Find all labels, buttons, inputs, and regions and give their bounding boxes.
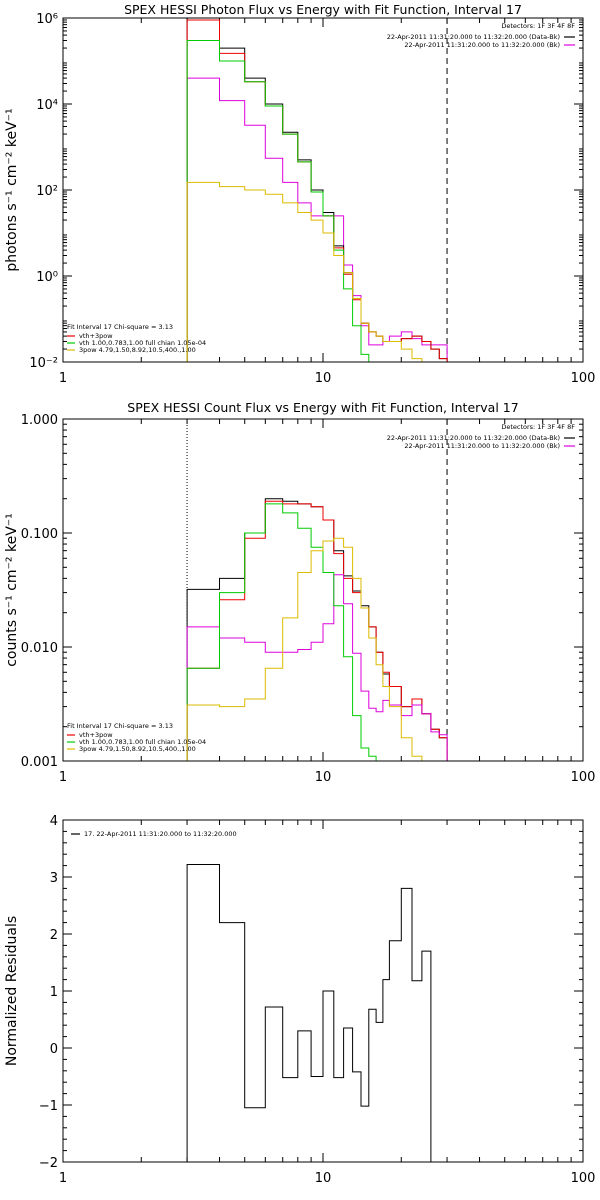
y-tick-label: 3 [50, 871, 58, 886]
y-tick-label: −2 [39, 1156, 58, 1171]
legend-header: Detectors: 1F 3F 4F 8F [501, 423, 575, 431]
legend-header: Detectors: 1F 3F 4F 8F [501, 22, 575, 30]
x-tick-label: 100 [571, 770, 596, 785]
fit-legend-label: vth+3pow [79, 332, 113, 340]
plot-frame [62, 17, 584, 363]
chart-title: SPEX HESSI Count Flux vs Energy with Fit… [127, 400, 518, 415]
fit-legend-header: Fit Interval 17 Chi-square = 3.13 [67, 323, 173, 331]
series-line-5 [186, 181, 432, 362]
y-tick-label: 2 [50, 928, 58, 943]
y-tick-label: 0.100 [21, 527, 58, 542]
y-tick-label: 1 [50, 985, 58, 1000]
x-tick-label: 100 [571, 371, 596, 386]
y-tick-label: 4 [50, 814, 58, 829]
y-tick-label: −1 [39, 1099, 58, 1114]
y-tick-label: 10⁶ [36, 12, 58, 27]
y-tick-label: 10⁰ [36, 270, 58, 285]
series-group [186, 498, 448, 761]
series-line-3 [186, 574, 448, 761]
series-line-1 [186, 864, 432, 1162]
x-tick-label: 1 [59, 371, 67, 386]
plot-frame [62, 819, 584, 1163]
series-line-4 [186, 503, 384, 761]
legend-label: 22-Apr-2011 11:31:20.000 to 11:32:20.000… [404, 442, 560, 450]
series-line-3 [186, 19, 448, 362]
fit-legend-label: 3pow 4.79,1.50,8.92,10.5,400.,1.00 [79, 745, 196, 753]
legend-label: 22-Apr-2011 11:31:20.000 to 11:32:20.000… [404, 41, 560, 49]
x-tick-label: 100 [571, 1171, 596, 1186]
series-line-2 [186, 500, 448, 761]
fit-legend-label: vth 1.00,0.783,1.00 full chian 1.05e-04 [79, 738, 206, 746]
y-tick-label: 0 [50, 1042, 58, 1057]
series-line-1 [186, 498, 448, 761]
series-group [186, 18, 448, 362]
x-tick-label: 10 [315, 770, 332, 785]
y-tick-label: 10⁴ [36, 98, 58, 113]
y-axis-label: photons s⁻¹ cm⁻² keV⁻¹ [4, 108, 20, 271]
x-tick-label: 10 [315, 371, 332, 386]
chart-panel-1: 10⁻² 10⁰ 10² 10⁴ 10⁶ 1 10 100 SPEX HESSI Photon … [4, 2, 595, 386]
plot-frame [62, 418, 584, 762]
chart-panel-2: 0.001 0.010 0.100 1.000 1 10 100 SPEX HESSI Cou… [4, 400, 595, 785]
series-line-1 [186, 77, 448, 362]
x-tick-label: 1 [59, 1171, 67, 1186]
legend-label: 22-Apr-2011 11:31:20.000 to 11:32:20.000… [387, 434, 560, 442]
fit-legend-label: vth 1.00,0.783,1.00 full chian 1.05e-04 [79, 339, 206, 347]
x-tick-label: 1 [59, 770, 67, 785]
y-axis-label: Normalized Residuals [4, 916, 20, 1066]
series-line-5 [186, 537, 432, 761]
legend-label: 22-Apr-2011 11:31:20.000 to 11:32:20.000… [387, 33, 560, 41]
fit-legend-label: 3pow 4.79,1.50,8.92,10.5,400.,1.00 [79, 346, 196, 354]
chart-panel-3: −2 −1 0 1 2 3 4 1 10 100 Normalized Residuals 17. 2… [4, 814, 595, 1186]
y-tick-label: 0.010 [21, 641, 58, 656]
y-axis-label: counts s⁻¹ cm⁻² keV⁻¹ [4, 513, 20, 667]
fit-legend-label: vth+3pow [79, 731, 113, 739]
legend-label: 17. 22-Apr-2011 11:31:20.000 to 11:32:20… [84, 830, 237, 838]
series-line-4 [186, 40, 377, 362]
y-tick-label: 10⁻² [29, 356, 58, 371]
y-tick-label: 1.000 [21, 413, 58, 428]
x-tick-label: 10 [315, 1171, 332, 1186]
series-group [186, 864, 432, 1162]
y-tick-label: 10² [36, 184, 58, 199]
chart-title: SPEX HESSI Photon Flux vs Energy with Fi… [124, 2, 522, 17]
fit-legend-header: Fit Interval 17 Chi-square = 3.13 [67, 722, 173, 730]
y-tick-label: 0.001 [21, 755, 58, 770]
